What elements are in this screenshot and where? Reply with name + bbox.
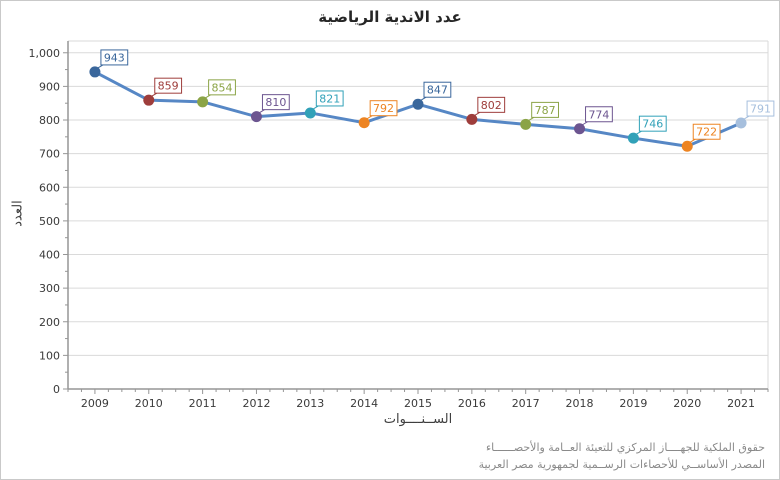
x-tick-label: 2018 bbox=[566, 397, 594, 410]
data-label: 854 bbox=[212, 81, 233, 94]
x-tick-label: 2016 bbox=[458, 397, 486, 410]
data-point bbox=[466, 113, 478, 125]
data-label: 792 bbox=[373, 102, 394, 115]
y-tick-label: 1,000 bbox=[29, 47, 61, 60]
data-point bbox=[250, 111, 262, 123]
x-tick-label: 2021 bbox=[727, 397, 755, 410]
y-tick-label: 0 bbox=[53, 383, 60, 396]
x-tick-label: 2015 bbox=[404, 397, 432, 410]
data-label-box bbox=[315, 90, 344, 107]
y-tick-label: 100 bbox=[39, 349, 60, 362]
data-point bbox=[627, 132, 639, 144]
data-label-callout bbox=[689, 138, 696, 143]
x-tick-label: 2011 bbox=[189, 397, 217, 410]
data-label: 847 bbox=[427, 84, 448, 97]
data-label: 774 bbox=[588, 108, 609, 121]
data-label: 746 bbox=[642, 118, 663, 131]
data-label-box bbox=[100, 49, 129, 66]
copyright-footer: حقوق الملكية للجهــــاز المركزي للتعيئة … bbox=[479, 440, 765, 473]
data-label: 791 bbox=[750, 103, 771, 116]
y-tick-label: 400 bbox=[39, 249, 60, 262]
x-tick-label: 2013 bbox=[296, 397, 324, 410]
data-label-box bbox=[638, 115, 667, 132]
y-tick-label: 300 bbox=[39, 282, 60, 295]
data-label-box bbox=[477, 96, 506, 113]
data-label-box bbox=[423, 81, 452, 98]
y-tick-label: 200 bbox=[39, 316, 60, 329]
x-axis-title: الســنــــوات bbox=[383, 412, 453, 427]
data-label: 943 bbox=[104, 51, 125, 64]
data-label-box bbox=[261, 94, 290, 111]
data-point bbox=[412, 98, 424, 110]
data-label: 802 bbox=[481, 99, 502, 112]
data-label-box bbox=[369, 100, 398, 117]
y-tick-label: 600 bbox=[39, 181, 60, 194]
x-tick-label: 2017 bbox=[512, 397, 540, 410]
y-tick-label: 500 bbox=[39, 215, 60, 228]
x-tick-label: 2020 bbox=[673, 397, 701, 410]
data-label-box bbox=[585, 106, 613, 123]
x-tick-label: 2009 bbox=[81, 397, 109, 410]
data-label-box bbox=[746, 100, 775, 117]
data-label-box bbox=[208, 79, 236, 96]
y-tick-label: 900 bbox=[39, 80, 60, 93]
data-label: 859 bbox=[158, 80, 179, 93]
x-tick-label: 2010 bbox=[135, 397, 163, 410]
data-label: 722 bbox=[696, 126, 717, 139]
y-tick-label: 700 bbox=[39, 148, 60, 161]
data-point bbox=[197, 96, 209, 108]
y-tick-label: 800 bbox=[39, 114, 60, 127]
x-tick-label: 2019 bbox=[619, 397, 647, 410]
copyright-line-2: المصدر الأساســي للأحصاءات الرســمية لجم… bbox=[478, 457, 765, 471]
data-label-callout bbox=[636, 130, 642, 135]
data-point bbox=[89, 66, 101, 78]
data-point bbox=[520, 118, 532, 130]
copyright-line-1: حقوق الملكية للجهــــاز المركزي للتعيئة … bbox=[485, 441, 765, 454]
data-point bbox=[358, 117, 370, 129]
data-label-box bbox=[692, 123, 721, 140]
data-point bbox=[143, 94, 155, 106]
x-tick-label: 2012 bbox=[242, 397, 270, 410]
data-label-box bbox=[531, 101, 559, 118]
data-point bbox=[304, 107, 316, 119]
data-label: 810 bbox=[265, 96, 286, 109]
data-point bbox=[735, 117, 747, 129]
data-label: 787 bbox=[535, 104, 556, 117]
data-label-box bbox=[154, 77, 183, 94]
data-point bbox=[681, 140, 693, 152]
data-point bbox=[574, 123, 586, 135]
data-label: 821 bbox=[319, 92, 340, 105]
chart-title: عدد الاندية الرياضية bbox=[318, 8, 462, 26]
x-tick-label: 2014 bbox=[350, 397, 378, 410]
y-axis-title: العدد bbox=[10, 200, 26, 227]
